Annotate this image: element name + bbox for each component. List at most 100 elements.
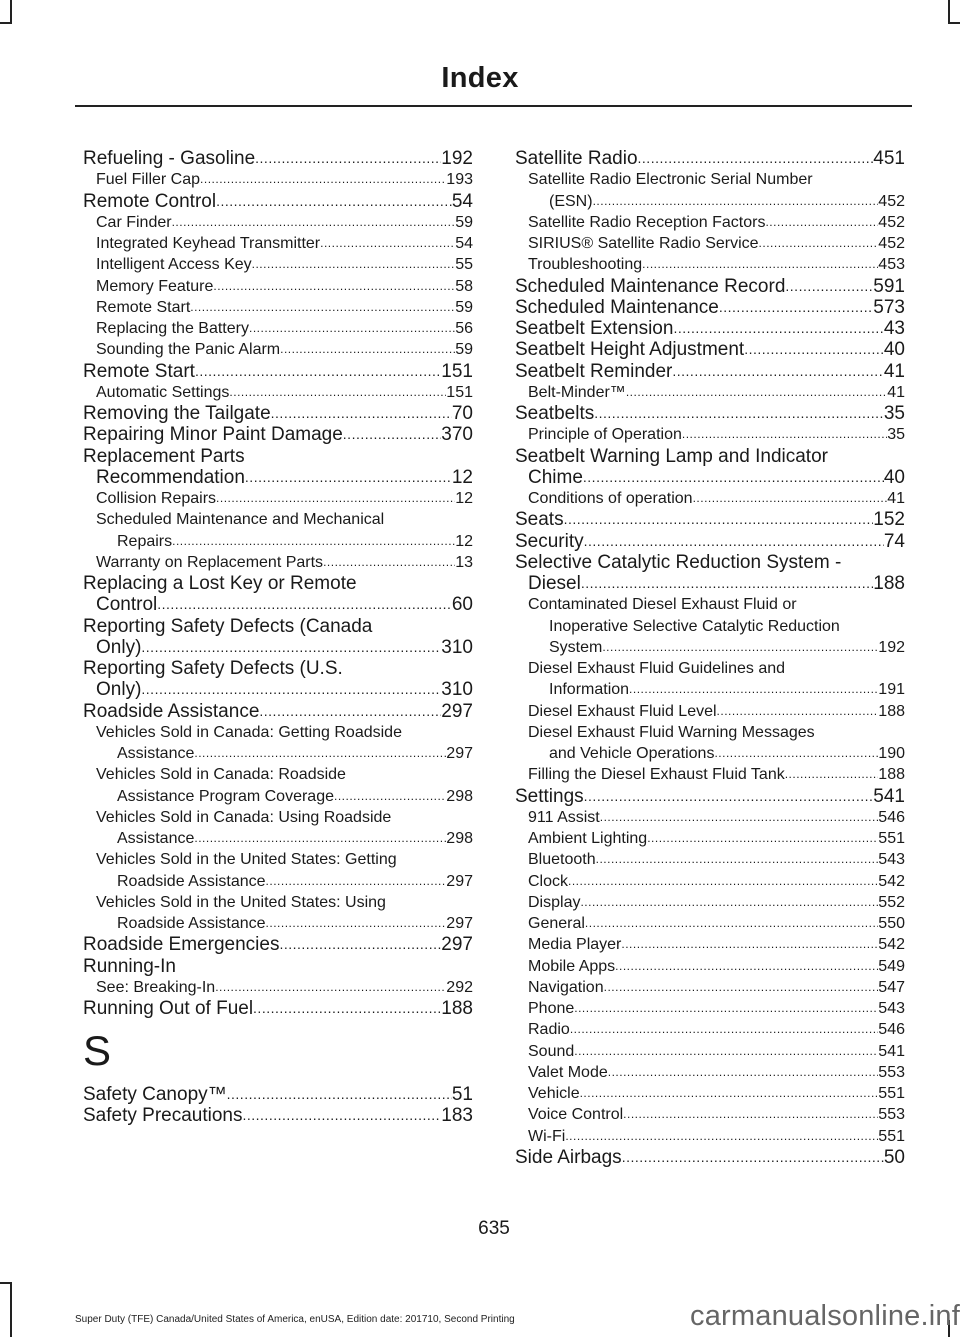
index-subentry[interactable]: Filling the Diesel Exhaust Fluid Tank 188	[515, 764, 905, 785]
entry-page-number[interactable]: 12	[455, 532, 473, 550]
entry-page-number[interactable]: 298	[446, 830, 473, 847]
index-subentry[interactable]: Collision Repairs 12	[83, 488, 473, 509]
entry-page-number[interactable]: 190	[878, 745, 905, 762]
index-subentry[interactable]: 911 Assist 546	[515, 807, 905, 828]
index-entry[interactable]: Roadside Emergencies 297	[83, 934, 473, 955]
index-subentry[interactable]: Belt-Minder™ 41	[515, 382, 905, 403]
index-subentry[interactable]: Contaminated Diesel Exhaust Fluid or Inop…	[515, 594, 905, 658]
entry-page-number[interactable]: 13	[455, 553, 473, 571]
index-entry[interactable]: Scheduled Maintenance 573	[515, 297, 905, 318]
entry-page-number[interactable]: 188	[873, 573, 905, 594]
entry-page-number[interactable]: 152	[873, 509, 905, 531]
index-subentry[interactable]: Integrated Keyhead Transmitter 54	[83, 233, 473, 254]
entry-page-number[interactable]: 192	[441, 148, 473, 169]
entry-page-number[interactable]: 35	[883, 403, 905, 424]
entry-page-number[interactable]: 551	[878, 1127, 905, 1145]
index-subentry[interactable]: General 550	[515, 913, 905, 934]
entry-page-number[interactable]: 551	[878, 830, 905, 847]
index-entry[interactable]: Settings 541	[515, 786, 905, 807]
index-entry[interactable]: Remote Start 151	[83, 361, 473, 382]
index-subentry[interactable]: Navigation 547	[515, 977, 905, 998]
index-subentry[interactable]: Conditions of operation 41	[515, 488, 905, 509]
entry-page-number[interactable]: 191	[878, 681, 905, 699]
entry-page-number[interactable]: 60	[451, 594, 473, 616]
entry-page-number[interactable]: 58	[455, 277, 473, 295]
index-subentry[interactable]: Memory Feature 58	[83, 276, 473, 297]
index-subentry[interactable]: Vehicles Sold in the United States: Gett…	[83, 849, 473, 892]
index-subentry[interactable]: Mobile Apps 549	[515, 956, 905, 977]
entry-page-number[interactable]: 40	[883, 339, 905, 361]
index-subentry[interactable]: Sound 541	[515, 1041, 905, 1062]
index-entry[interactable]: Repairing Minor Paint Damage 370	[83, 424, 473, 445]
entry-page-number[interactable]: 59	[455, 298, 473, 316]
entry-page-number[interactable]: 549	[878, 957, 905, 975]
index-entry[interactable]: Removing the Tailgate 70	[83, 403, 473, 424]
entry-page-number[interactable]: 552	[878, 893, 905, 911]
entry-page-number[interactable]: 192	[878, 638, 905, 656]
index-entry[interactable]: Seatbelt Extension 43	[515, 318, 905, 339]
entry-page-number[interactable]: 452	[878, 235, 905, 252]
index-subentry[interactable]: Phone 543	[515, 998, 905, 1019]
entry-page-number[interactable]: 43	[883, 318, 905, 339]
index-entry[interactable]: Side Airbags 50	[515, 1147, 905, 1168]
entry-page-number[interactable]: 546	[878, 1021, 905, 1039]
index-subentry[interactable]: Intelligent Access Key 55	[83, 254, 473, 275]
entry-page-number[interactable]: 542	[878, 872, 905, 890]
entry-page-number[interactable]: 51	[451, 1083, 473, 1105]
index-entry[interactable]: Safety Precautions 183	[83, 1105, 473, 1126]
index-subentry[interactable]: Ambient Lighting 551	[515, 828, 905, 849]
entry-page-number[interactable]: 543	[878, 1000, 905, 1017]
entry-page-number[interactable]: 193	[446, 171, 473, 189]
index-entry[interactable]: Scheduled Maintenance Record 591	[515, 276, 905, 297]
index-entry[interactable]: Running-In	[83, 956, 473, 977]
entry-page-number[interactable]: 55	[455, 256, 473, 274]
entry-page-number[interactable]: 297	[441, 934, 473, 956]
entry-page-number[interactable]: 541	[873, 785, 905, 807]
entry-page-number[interactable]: 188	[878, 766, 905, 784]
index-entry[interactable]: Reporting Safety Defects (U.S.Only) 310	[83, 658, 473, 701]
index-subentry[interactable]: Voice Control 553	[515, 1104, 905, 1125]
index-entry[interactable]: Remote Control 54	[83, 191, 473, 212]
entry-page-number[interactable]: 452	[878, 192, 905, 210]
index-subentry[interactable]: Valet Mode 553	[515, 1062, 905, 1083]
index-entry[interactable]: Safety Canopy™ 51	[83, 1084, 473, 1105]
entry-page-number[interactable]: 56	[455, 320, 473, 337]
entry-page-number[interactable]: 54	[451, 190, 473, 212]
entry-page-number[interactable]: 40	[883, 466, 905, 488]
entry-page-number[interactable]: 297	[446, 872, 473, 890]
index-subentry[interactable]: Diesel Exhaust Fluid Warning Messages and…	[515, 722, 905, 765]
index-subentry[interactable]: Fuel Filler Cap 193	[83, 169, 473, 190]
index-subentry[interactable]: Warranty on Replacement Parts 13	[83, 552, 473, 573]
index-subentry[interactable]: Media Player 542	[515, 934, 905, 955]
index-subentry[interactable]: Diesel Exhaust Fluid Guidelines and Infor…	[515, 658, 905, 701]
index-subentry[interactable]: Display 552	[515, 892, 905, 913]
entry-page-number[interactable]: 550	[878, 915, 905, 932]
entry-page-number[interactable]: 553	[878, 1106, 905, 1124]
entry-page-number[interactable]: 551	[878, 1085, 905, 1102]
index-subentry[interactable]: Troubleshooting 453	[515, 254, 905, 275]
index-subentry[interactable]: Radio 546	[515, 1019, 905, 1040]
entry-page-number[interactable]: 297	[446, 915, 473, 932]
index-subentry[interactable]: See: Breaking-In 292	[83, 977, 473, 998]
index-subentry[interactable]: Vehicles Sold in Canada: Roadside Assista…	[83, 764, 473, 807]
entry-page-number[interactable]: 183	[441, 1105, 473, 1126]
entry-page-number[interactable]: 451	[873, 148, 905, 169]
index-entry[interactable]: Seatbelt Height Adjustment 40	[515, 339, 905, 360]
entry-page-number[interactable]: 188	[878, 702, 905, 720]
index-entry[interactable]: Seatbelt Reminder 41	[515, 361, 905, 382]
entry-page-number[interactable]: 370	[441, 424, 473, 446]
entry-page-number[interactable]: 70	[451, 403, 473, 424]
entry-page-number[interactable]: 573	[873, 296, 905, 318]
index-entry[interactable]: Seatbelt Warning Lamp and Indicator Chime…	[515, 446, 905, 489]
index-subentry[interactable]: Satellite Radio Reception Factors 452	[515, 212, 905, 233]
entry-page-number[interactable]: 542	[878, 936, 905, 954]
entry-page-number[interactable]: 541	[878, 1042, 905, 1060]
index-subentry[interactable]: Vehicles Sold in the United States: Usin…	[83, 892, 473, 935]
entry-page-number[interactable]: 151	[441, 360, 473, 382]
entry-page-number[interactable]: 41	[887, 383, 905, 401]
entry-page-number[interactable]: 310	[441, 679, 473, 701]
index-entry[interactable]: Security 74	[515, 531, 905, 552]
entry-page-number[interactable]: 74	[883, 530, 905, 552]
